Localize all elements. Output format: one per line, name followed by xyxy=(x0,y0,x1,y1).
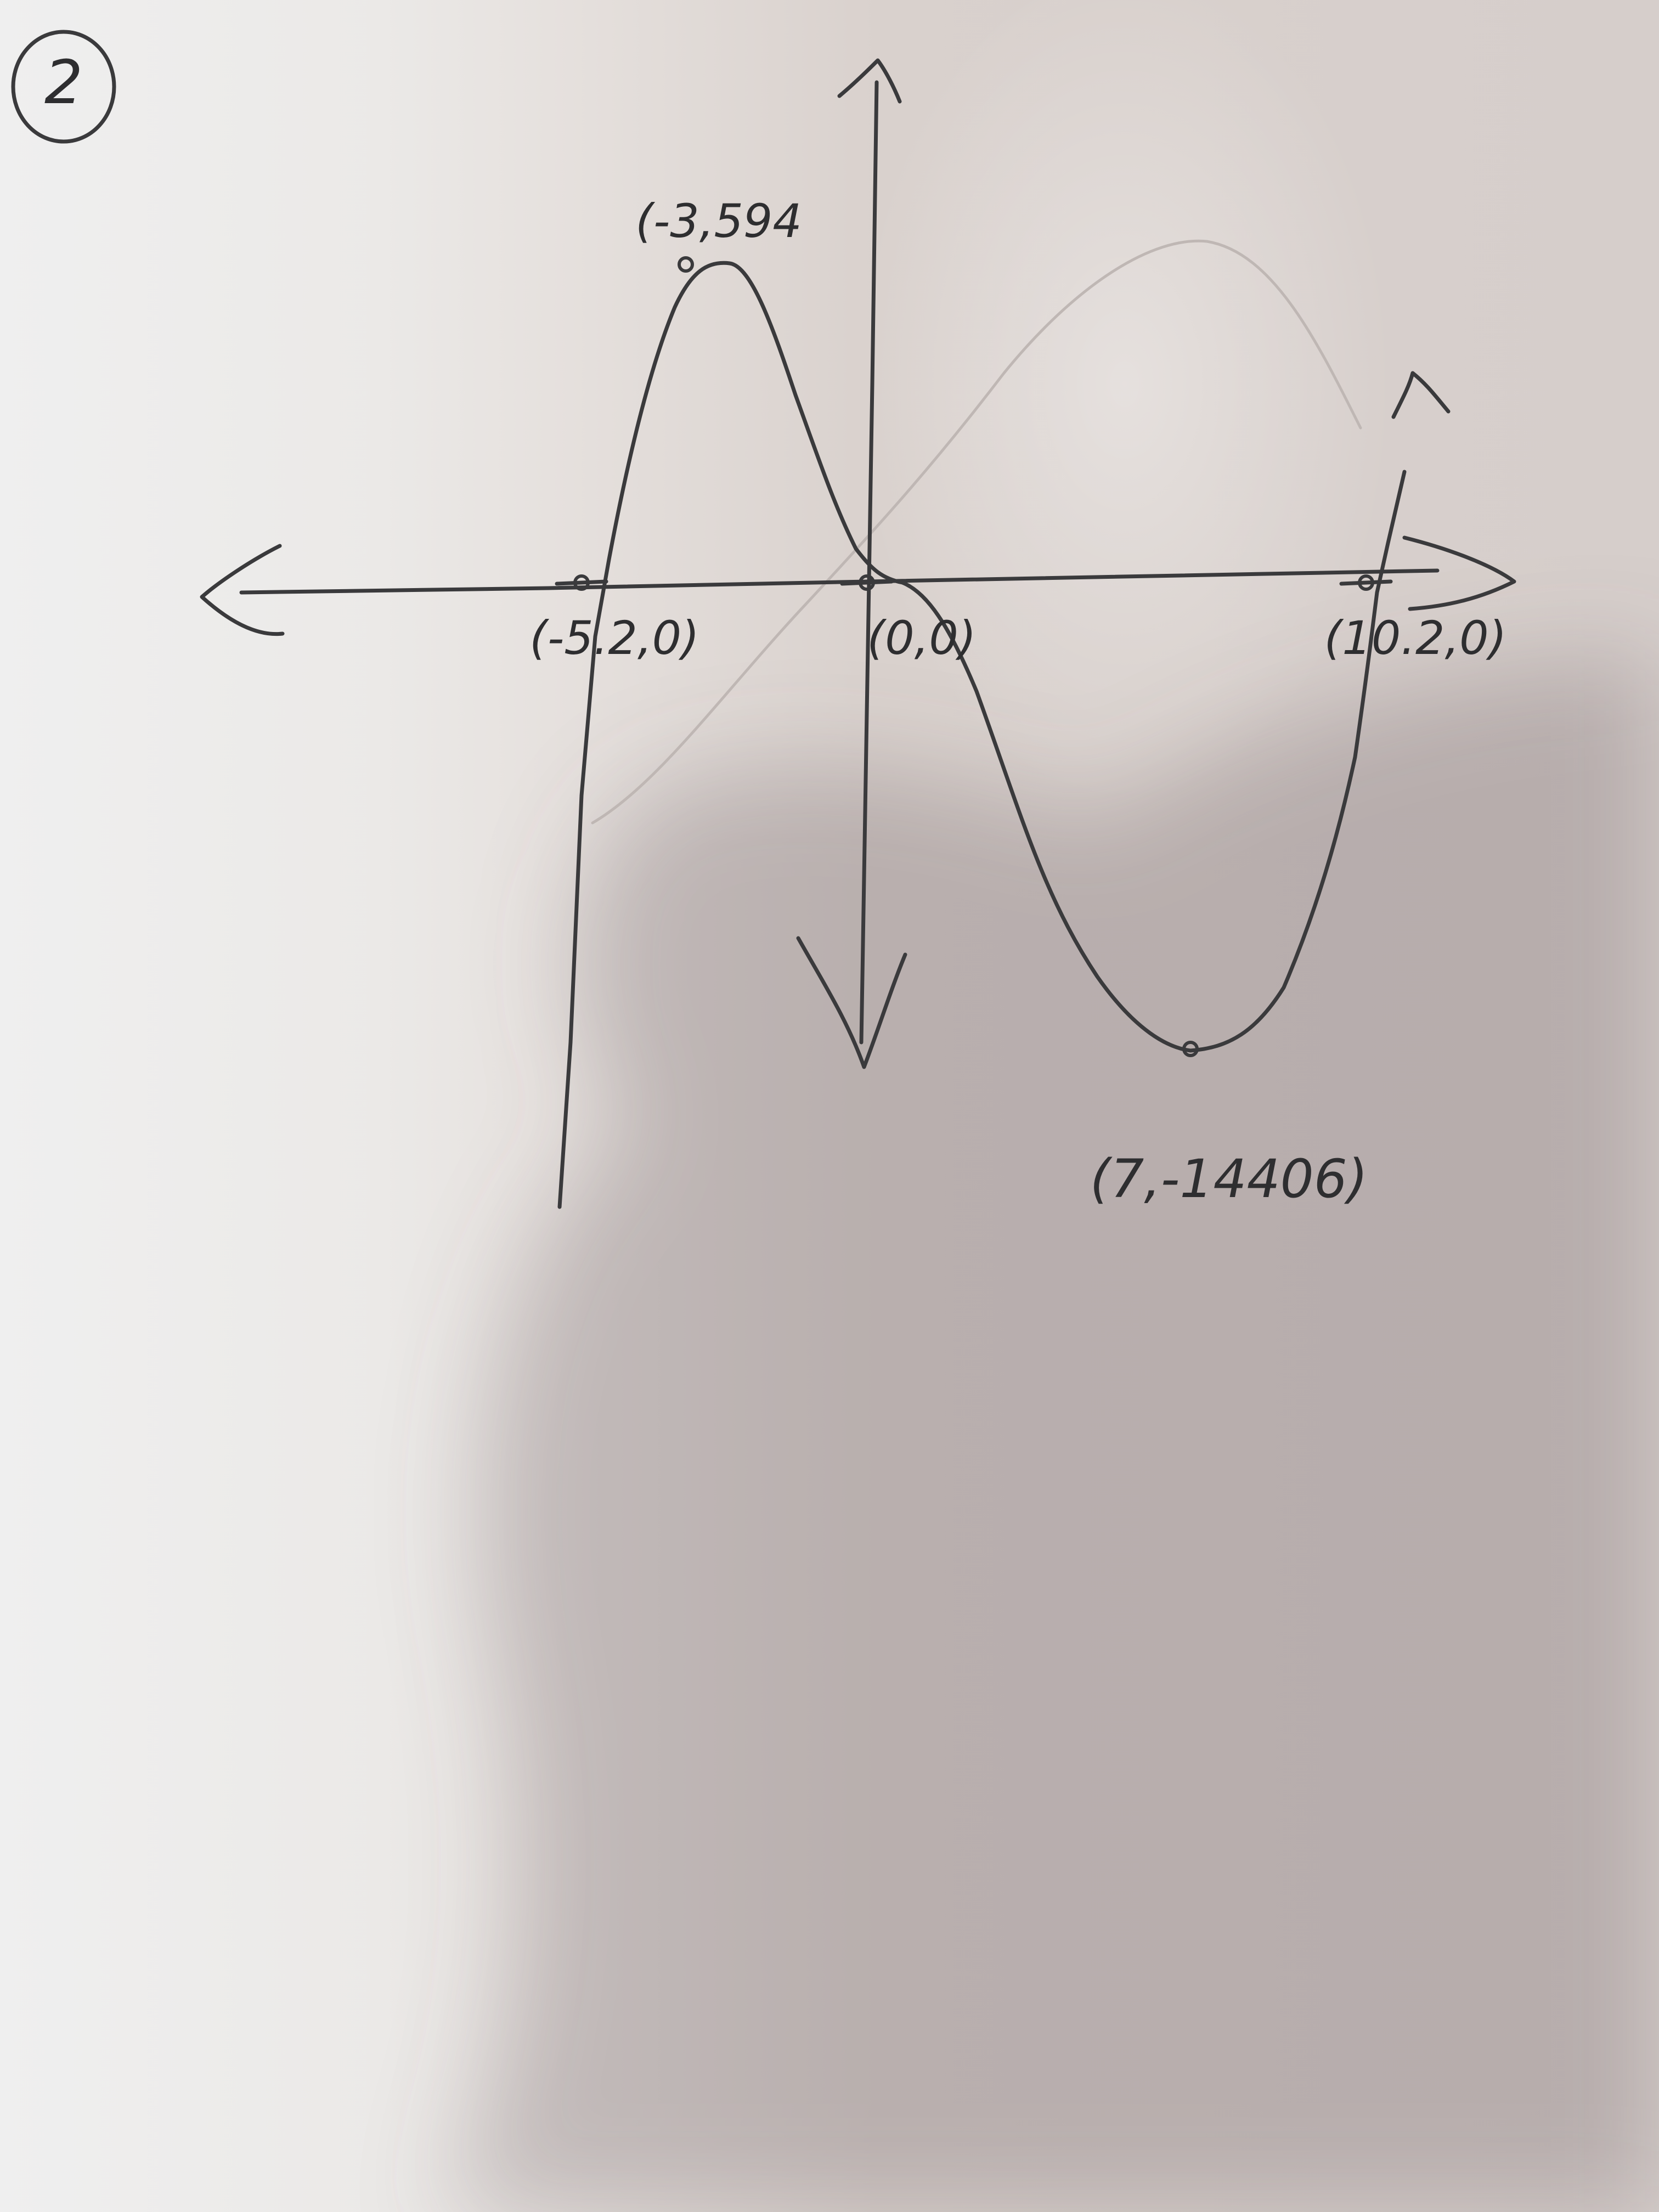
function-curve xyxy=(557,261,1407,1209)
y-axis-up-arrow-icon xyxy=(837,58,902,104)
tick-mark-x-intercept-left xyxy=(555,579,608,586)
point-labels: (-5.2,0) (-3,594 (0,0) (7,-14406) (10.2,0) xyxy=(529,194,1506,1210)
problem-number-circle xyxy=(11,30,116,144)
y-axis-line xyxy=(859,80,879,1045)
point-label-origin-intercept: (0,0) xyxy=(867,611,976,665)
y-axis-down-arrow-icon xyxy=(796,936,907,1069)
x-axis-right-arrow-icon xyxy=(1402,535,1516,611)
x-axis xyxy=(200,535,1516,636)
point-marker-local-max xyxy=(678,256,694,273)
point-label-local-min: (7,-14406) xyxy=(1090,1148,1368,1210)
tick-mark-x-intercept-right xyxy=(1339,579,1393,586)
point-label-x-intercept-left: (-5.2,0) xyxy=(529,611,699,665)
problem-number-badge: 2 xyxy=(11,30,116,144)
curve-end-arrow-icon xyxy=(1391,371,1451,419)
x-axis-left-arrow-icon xyxy=(200,544,285,636)
point-label-local-max: (-3,594 xyxy=(635,194,802,248)
point-label-x-intercept-right: (10.2,0) xyxy=(1324,611,1507,665)
tick-mark-origin-intercept xyxy=(840,579,894,586)
y-axis xyxy=(796,58,907,1069)
faint-pencil-curve xyxy=(591,239,1362,825)
problem-number: 2 xyxy=(44,47,83,117)
key-points xyxy=(555,256,1393,1057)
point-marker-local-min xyxy=(1182,1041,1199,1057)
x-axis-line xyxy=(239,568,1440,595)
